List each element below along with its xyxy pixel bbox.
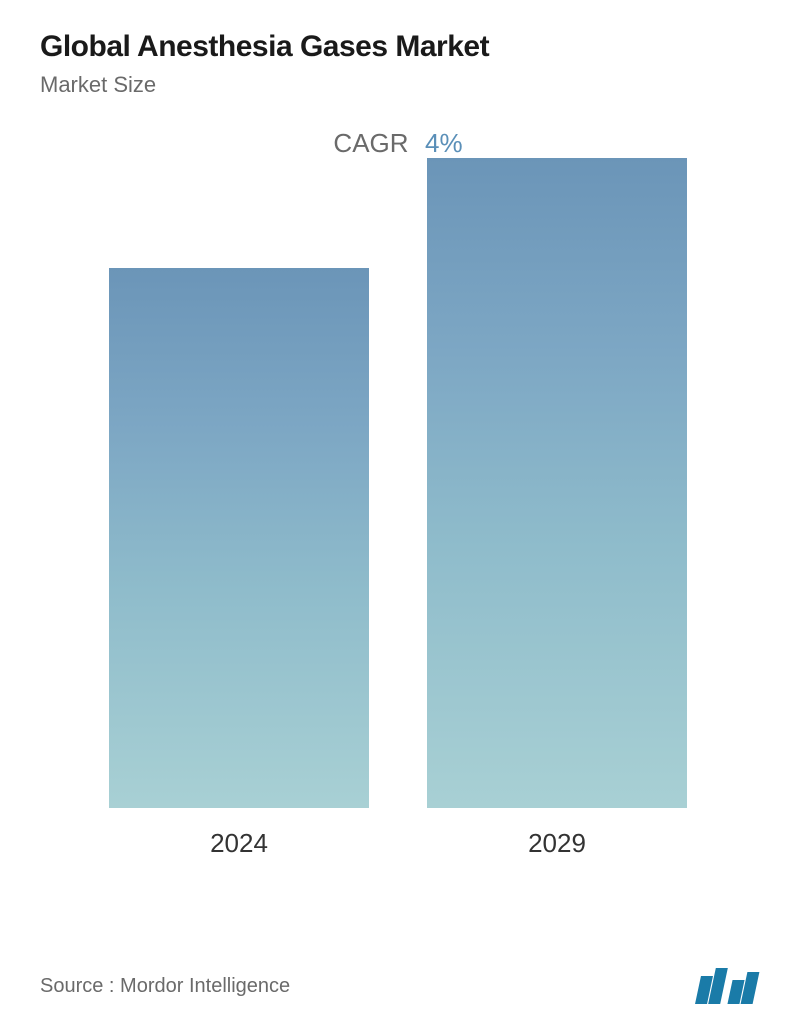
cagr-container: CAGR 4% [40,128,756,159]
source-name: Mordor Intelligence [120,975,290,997]
cagr-label: CAGR [333,128,408,158]
bar-2024 [109,268,369,808]
chart-subtitle: Market Size [40,72,756,98]
bar-2029 [427,158,687,808]
source-text: Source : Mordor Intelligence [40,975,290,998]
source-label: Source : [40,975,114,997]
bar-chart: 2024 2029 [40,219,756,859]
mordor-logo-icon [698,968,756,1004]
bar-label-2029: 2029 [528,828,586,859]
chart-title: Global Anesthesia Gases Market [40,30,756,64]
cagr-value: 4% [425,128,463,158]
bar-label-2024: 2024 [210,828,268,859]
bar-group-2024: 2024 [109,268,369,859]
bar-group-2029: 2029 [427,158,687,859]
footer: Source : Mordor Intelligence [40,968,756,1004]
